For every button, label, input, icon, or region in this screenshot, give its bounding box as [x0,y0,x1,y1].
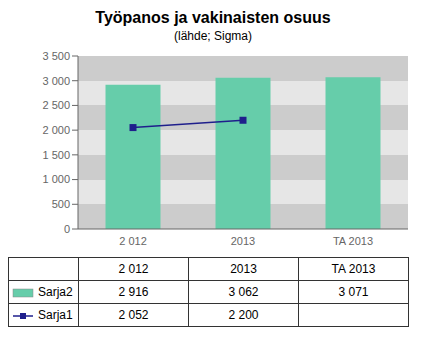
html-text:2 052: 2 052 [118,308,149,322]
svg-text:2013: 2013 [231,235,255,247]
html-text:2 916: 2 916 [118,285,149,299]
svg-text:0: 0 [64,223,70,235]
svg-text:2 500: 2 500 [42,99,70,111]
svg-text:3 000: 3 000 [42,75,70,87]
html-text:3 071: 3 071 [338,285,369,299]
html-text:Sarja1: Sarja1 [38,308,73,322]
svg-text:1 000: 1 000 [42,173,70,185]
html-text:2013: 2013 [230,262,257,276]
html-text:2 012: 2 012 [118,262,149,276]
svg-text:TA 2013: TA 2013 [333,235,373,247]
html-text:TA 2013: TA 2013 [331,262,376,276]
html-text:2 200: 2 200 [228,308,259,322]
html-text:Työpanos ja vakinaisten osuus: Työpanos ja vakinaisten osuus [95,9,331,26]
svg-text:3 500: 3 500 [42,50,70,62]
html-text:Sarja2: Sarja2 [38,285,73,299]
html-text:3 062: 3 062 [228,285,259,299]
svg-text:1 500: 1 500 [42,149,70,161]
svg-text:2 000: 2 000 [42,124,70,136]
svg-text:500: 500 [52,198,70,210]
svg-text:2 012: 2 012 [119,235,147,247]
html-text:(lähde; Sigma): (lähde; Sigma) [174,29,252,43]
